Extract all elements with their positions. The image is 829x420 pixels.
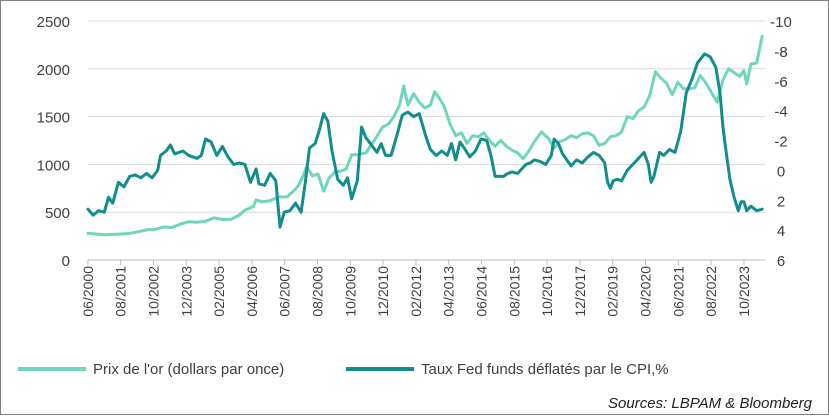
y-right-tick-label: 2 [777, 193, 785, 210]
x-tick-label: 12/2003 [178, 266, 194, 317]
source-note: Sources: LBPAM & Bloomberg [608, 395, 813, 412]
y-right-tick-label: 0 [777, 163, 785, 180]
x-tick-label: 08/2022 [703, 266, 719, 317]
x-tick-label: 08/2015 [506, 266, 522, 317]
y-left-tick-label: 500 [45, 205, 70, 222]
x-tick-label: 12/2010 [375, 266, 391, 317]
y-left-tick-label: 2000 [37, 62, 70, 79]
series-lines [86, 34, 764, 237]
legend-label-gold: Prix de l'or (dollars par once) [93, 361, 284, 378]
y-axis-right: 6 4 2 0 -2 -4 -6 -8 -10 [770, 14, 792, 270]
y-left-tick-label: 2500 [37, 14, 70, 31]
legend-label-fed: Taux Fed funds déflatés par le CPI,% [421, 361, 669, 378]
series-line-gold-price [86, 34, 764, 237]
x-tick-label: 04/2013 [441, 266, 457, 317]
y-axis-left: 0 500 1000 1500 2000 2500 [37, 14, 70, 270]
x-tick-label: 04/2006 [244, 266, 260, 317]
x-tick-label: 04/2020 [638, 266, 654, 317]
y-left-tick-label: 0 [62, 253, 70, 270]
x-tick-label: 10/2023 [736, 266, 752, 317]
x-axis: 06/2000 08/2001 10/2002 12/2003 02/2005 04/20… [80, 259, 765, 317]
x-tick-label: 06/2000 [80, 266, 96, 317]
y-right-tick-label: -6 [774, 74, 787, 91]
x-tick-label: 02/2019 [605, 266, 621, 317]
legend: Prix de l'or (dollars par once) Taux Fed… [18, 361, 669, 378]
x-tick-label: 10/2009 [342, 266, 358, 317]
y-left-tick-label: 1000 [37, 157, 70, 174]
y-left-tick-label: 1500 [37, 110, 70, 127]
y-right-tick-label: 4 [777, 223, 785, 240]
y-right-tick-label: 6 [777, 253, 785, 270]
x-tick-label: 02/2005 [211, 266, 227, 317]
series-line-fed-funds-real [86, 52, 764, 229]
x-tick-label: 12/2017 [572, 266, 588, 317]
x-tick-label: 10/2002 [146, 266, 162, 317]
x-tick-label: 10/2016 [539, 266, 555, 317]
x-tick-label: 06/2021 [670, 266, 686, 317]
y-right-tick-label: -8 [774, 44, 787, 61]
x-tick-label: 08/2001 [113, 266, 129, 317]
y-right-tick-label: -10 [770, 14, 792, 31]
x-tick-label: 08/2008 [310, 266, 326, 317]
x-tick-label: 06/2007 [277, 266, 293, 317]
x-tick-label: 02/2012 [408, 266, 424, 317]
x-tick-label: 06/2014 [474, 266, 490, 317]
y-right-tick-label: -2 [774, 134, 787, 151]
y-right-tick-label: -4 [774, 104, 787, 121]
